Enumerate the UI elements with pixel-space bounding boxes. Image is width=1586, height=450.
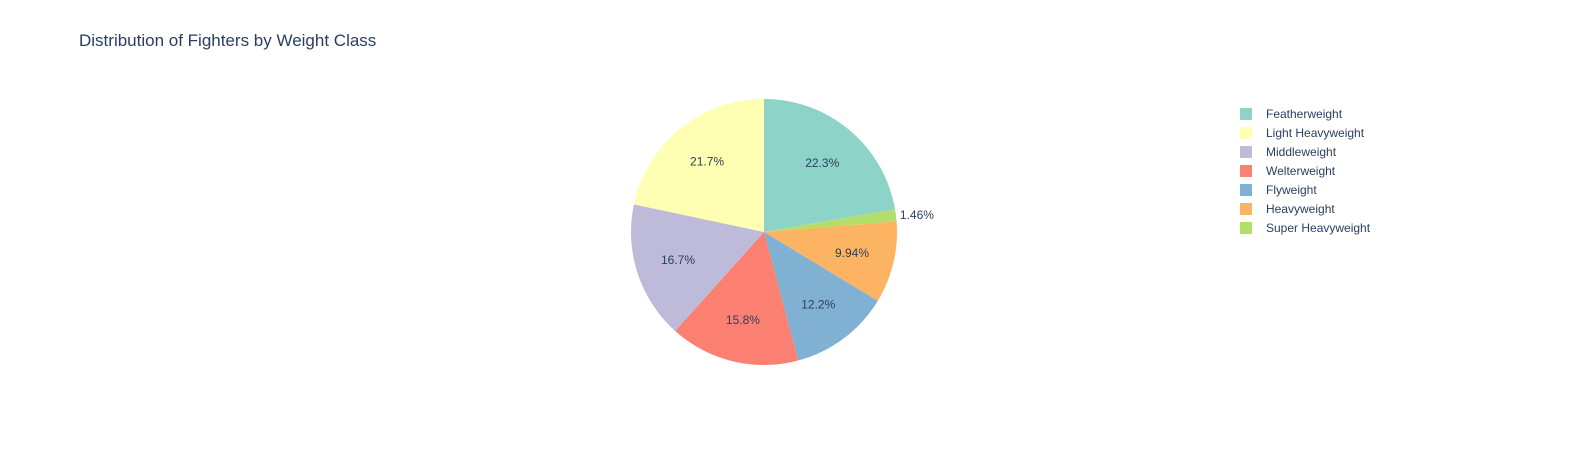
- legend-item-flyweight[interactable]: Flyweight: [1240, 180, 1370, 199]
- legend-label: Welterweight: [1266, 163, 1336, 178]
- legend-swatch: [1240, 164, 1252, 177]
- legend-item-welterweight[interactable]: Welterweight: [1240, 161, 1370, 180]
- legend-label: Light Heavyweight: [1266, 125, 1365, 140]
- legend-item-featherweight[interactable]: Featherweight: [1240, 104, 1370, 123]
- slice-label-super-heavyweight: 1.46%: [900, 208, 934, 222]
- legend-swatch: [1240, 107, 1252, 120]
- legend-item-light-heavyweight[interactable]: Light Heavyweight: [1240, 123, 1370, 142]
- legend-swatch: [1240, 221, 1252, 234]
- legend-item-heavyweight[interactable]: Heavyweight: [1240, 199, 1370, 218]
- legend-swatch: [1240, 126, 1252, 139]
- legend-label: Middleweight: [1266, 144, 1337, 159]
- chart-title: Distribution of Fighters by Weight Class: [79, 31, 377, 50]
- legend-label: Featherweight: [1266, 106, 1343, 121]
- pie-slice-welterweight[interactable]: [675, 232, 799, 365]
- legend-label: Heavyweight: [1266, 201, 1335, 216]
- slice-label-light-heavyweight: 21.7%: [690, 155, 724, 169]
- pie-slice-middleweight[interactable]: [631, 204, 764, 331]
- legend-label: Super Heavyweight: [1266, 220, 1371, 235]
- legend-swatch: [1240, 202, 1252, 215]
- slice-label-heavyweight: 9.94%: [835, 246, 869, 260]
- pie-slice-super-heavyweight[interactable]: [764, 209, 897, 232]
- legend: Featherweight Light Heavyweight Middleweig…: [1240, 104, 1370, 237]
- legend-item-super-heavyweight[interactable]: Super Heavyweight: [1240, 218, 1370, 237]
- slice-label-middleweight: 16.7%: [661, 253, 695, 267]
- slice-label-flyweight: 12.2%: [801, 297, 835, 311]
- pie-slice-heavyweight[interactable]: [764, 221, 897, 301]
- pie-slice-featherweight[interactable]: [764, 99, 896, 232]
- legend-swatch: [1240, 145, 1252, 158]
- legend-item-middleweight[interactable]: Middleweight: [1240, 142, 1370, 161]
- pie-slice-light-heavyweight[interactable]: [633, 99, 764, 232]
- legend-label: Flyweight: [1266, 182, 1317, 197]
- slice-label-featherweight: 22.3%: [805, 156, 839, 170]
- pie-slice-flyweight[interactable]: [764, 232, 878, 361]
- slice-label-welterweight: 15.8%: [726, 313, 760, 327]
- legend-swatch: [1240, 183, 1252, 196]
